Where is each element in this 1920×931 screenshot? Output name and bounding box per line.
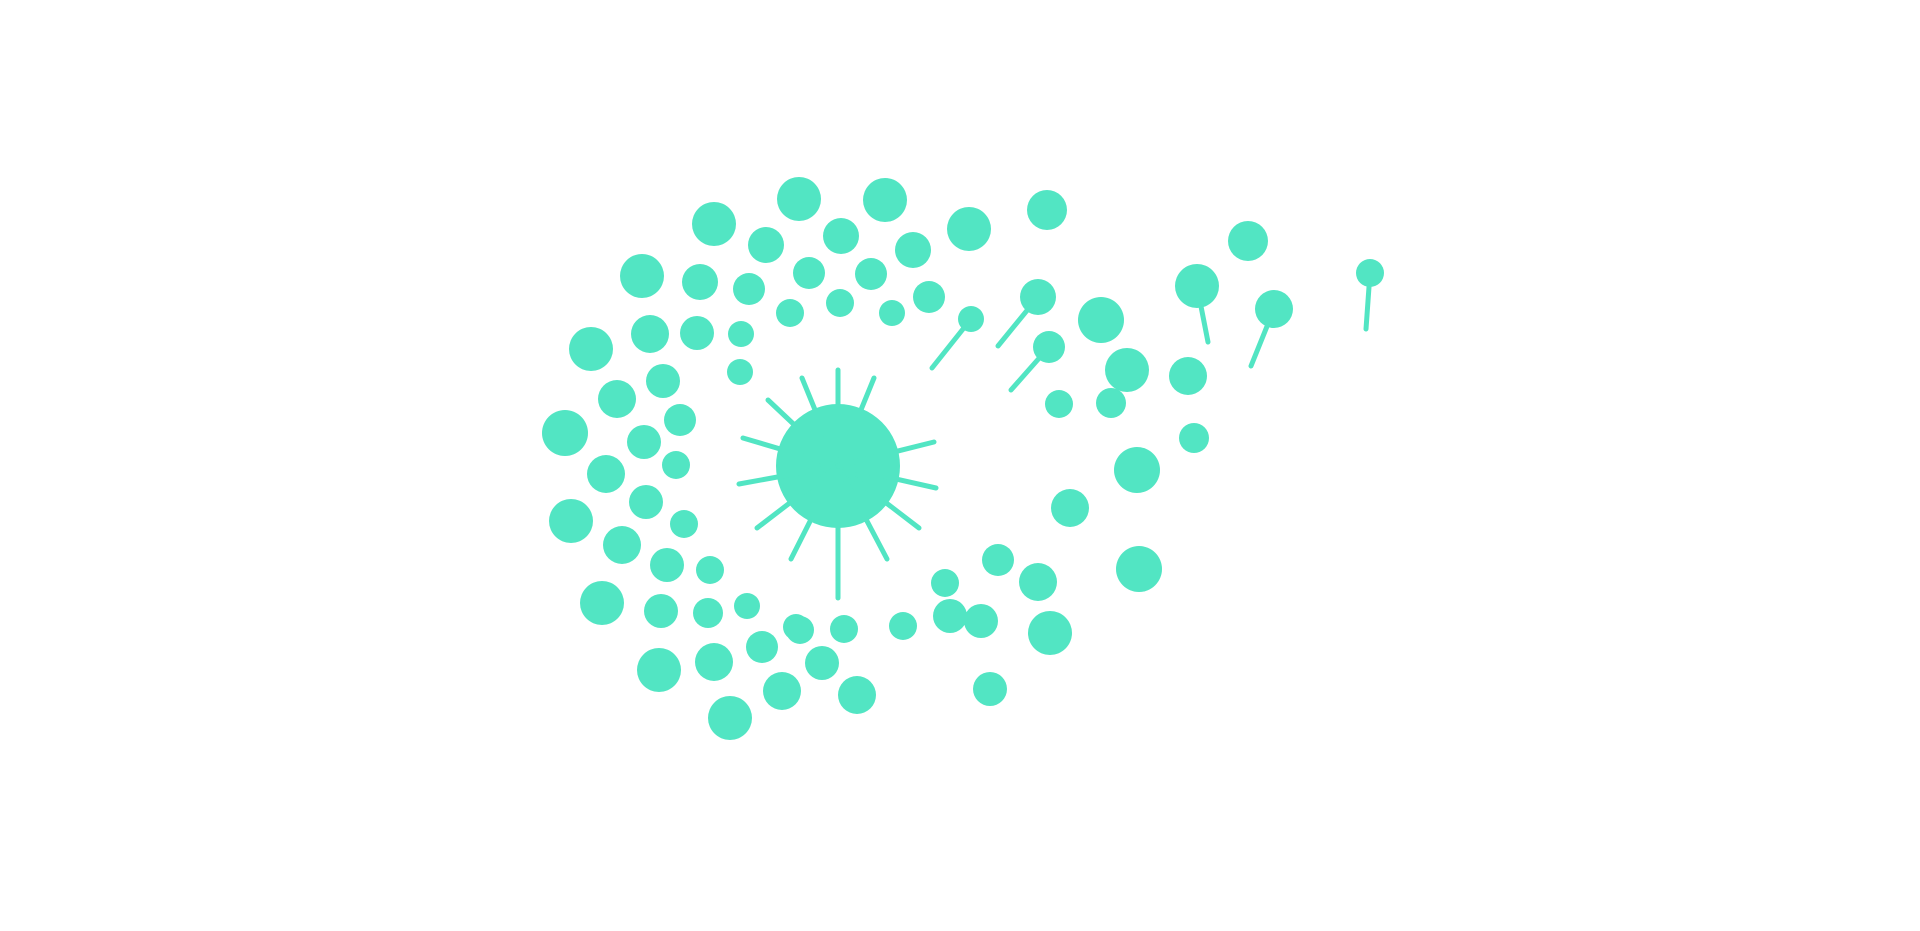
- dandelion-hub-group: [736, 367, 939, 601]
- seed-dot: [734, 593, 760, 619]
- seed-dot: [542, 410, 588, 456]
- seed-dot: [631, 315, 669, 353]
- seed-head: [1020, 279, 1056, 315]
- hub-ray: [835, 439, 937, 469]
- seed-head: [1255, 290, 1293, 328]
- hub-ray: [740, 435, 841, 469]
- seed-dot: [746, 631, 778, 663]
- seed-dot: [933, 599, 967, 633]
- seed-dot: [603, 526, 641, 564]
- seed-dot: [695, 643, 733, 681]
- seed-dot: [748, 227, 784, 263]
- seed-dot: [763, 672, 801, 710]
- seed-dot: [728, 321, 754, 347]
- hub-ray: [835, 463, 922, 531]
- seed-dot: [879, 300, 905, 326]
- seed-dot: [693, 598, 723, 628]
- seed-dot: [696, 556, 724, 584]
- hub-ray: [765, 397, 841, 469]
- seed-dot: [650, 548, 684, 582]
- seed-dot: [805, 646, 839, 680]
- seed-dot: [629, 485, 663, 519]
- seed-dot: [776, 299, 804, 327]
- seed-head: [1175, 264, 1219, 308]
- seed-dot: [786, 616, 814, 644]
- seed-dot: [708, 696, 752, 740]
- seed-dot: [895, 232, 931, 268]
- seed-dot: [680, 316, 714, 350]
- seed-dot: [549, 499, 593, 543]
- seed-dots-group: [542, 177, 1268, 740]
- seed-dot: [1078, 297, 1124, 343]
- hub-ray: [736, 463, 841, 487]
- seed-dot: [777, 177, 821, 221]
- seed-dot: [793, 257, 825, 289]
- seed-dot: [1114, 447, 1160, 493]
- hub-ray: [835, 375, 877, 469]
- hub-ray: [799, 375, 841, 469]
- hub-ray: [788, 463, 841, 562]
- seed-dot: [1051, 489, 1089, 527]
- seed-dot: [838, 676, 876, 714]
- seed-dot: [569, 327, 613, 371]
- seed-head: [1356, 259, 1384, 287]
- seed-dot: [598, 380, 636, 418]
- seed-dot: [587, 455, 625, 493]
- seed-dot: [1045, 390, 1073, 418]
- seed-dot: [855, 258, 887, 290]
- seed-dot: [1169, 357, 1207, 395]
- seed-dot: [692, 202, 736, 246]
- seed-dot: [727, 359, 753, 385]
- seed-dot: [913, 281, 945, 313]
- seed-dot: [931, 569, 959, 597]
- seed-dot: [973, 672, 1007, 706]
- hub-ray: [835, 463, 939, 491]
- seed-dot: [627, 425, 661, 459]
- seed-dot: [664, 404, 696, 436]
- seed-dot: [637, 648, 681, 692]
- seed-dot: [620, 254, 664, 298]
- seed-dot: [1179, 423, 1209, 453]
- seed-dot: [580, 581, 624, 625]
- seed-head: [1033, 331, 1065, 363]
- seed-dot: [646, 364, 680, 398]
- seed-dot: [662, 451, 690, 479]
- seed-dot: [1028, 611, 1072, 655]
- hub-ray: [835, 463, 890, 562]
- seed-dot: [964, 604, 998, 638]
- seed-dot: [982, 544, 1014, 576]
- seed-dot: [826, 289, 854, 317]
- seed-dot: [1019, 563, 1057, 601]
- drifting-seeds-group: [929, 259, 1384, 393]
- seed-dot: [823, 218, 859, 254]
- seed-dot: [644, 594, 678, 628]
- seed-dot: [1228, 221, 1268, 261]
- seed-dot: [733, 273, 765, 305]
- seed-dot: [1116, 546, 1162, 592]
- hub-ray: [754, 463, 841, 531]
- seed-head: [958, 306, 984, 332]
- seed-dot: [863, 178, 907, 222]
- seed-dot: [670, 510, 698, 538]
- seed-dot: [889, 612, 917, 640]
- seed-dot: [947, 207, 991, 251]
- seed-dot: [682, 264, 718, 300]
- seed-dot: [1105, 348, 1149, 392]
- seed-dot: [830, 615, 858, 643]
- seed-dot: [1096, 388, 1126, 418]
- seed-dot: [1027, 190, 1067, 230]
